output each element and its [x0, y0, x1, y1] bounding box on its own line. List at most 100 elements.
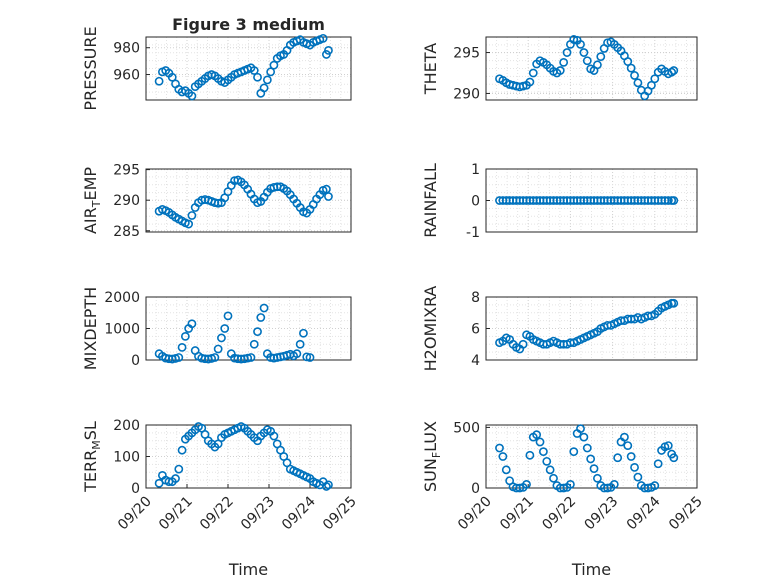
data-point	[305, 353, 315, 362]
data-point	[596, 52, 606, 62]
data-point	[217, 333, 226, 343]
data-point	[633, 78, 643, 88]
y-axis-label-mixdepth: MIXDEPTH	[81, 287, 100, 370]
data-point	[522, 479, 531, 489]
data-point	[525, 450, 535, 460]
data-point	[292, 349, 302, 359]
data-point	[582, 56, 592, 66]
data-point	[246, 353, 256, 362]
x-tick-label: 09/21	[497, 494, 537, 534]
data-point	[562, 48, 572, 57]
data-point	[623, 57, 633, 66]
y-axis-label-sunflux: SUNFLUX	[421, 421, 443, 492]
data-point	[630, 71, 639, 80]
data-point	[259, 303, 269, 313]
data-point	[177, 445, 187, 455]
y-axis-label-theta: THETA	[421, 43, 440, 95]
data-point	[626, 452, 636, 461]
data-point	[167, 72, 177, 82]
data-point	[542, 456, 552, 466]
axes-frame	[485, 168, 698, 233]
y-tick-label: 0	[131, 353, 140, 369]
data-point	[647, 80, 656, 90]
data-point	[259, 83, 269, 93]
y-tick-label: 980	[113, 41, 140, 57]
y-tick-label: 8	[471, 290, 480, 306]
data-point	[256, 313, 266, 322]
data-point	[620, 432, 629, 442]
y-axis-label-airtemp: AIRTEMP	[81, 167, 103, 234]
data-point	[559, 483, 569, 493]
y-axis-label-h2omixra: H2OMIXRA	[421, 286, 440, 372]
data-point	[663, 196, 673, 205]
data-point	[545, 465, 555, 475]
data-point	[528, 68, 538, 78]
data-point	[566, 479, 575, 489]
y-tick-label: 1000	[104, 322, 140, 338]
x-tick-label: 09/25	[666, 494, 706, 534]
data-point	[593, 60, 602, 70]
data-point	[603, 483, 612, 493]
data-point	[223, 311, 233, 321]
data-point	[269, 431, 279, 441]
axes-frame	[485, 36, 698, 101]
data-point	[589, 464, 599, 474]
data-point	[213, 344, 223, 354]
data-point	[174, 353, 184, 362]
data-point	[555, 66, 565, 75]
panel-rainfall: -1 0 1 RAINFALL	[421, 162, 698, 241]
data-point	[538, 447, 548, 457]
y-tick-label: 0	[471, 481, 480, 497]
y-tick-label: -1	[466, 225, 480, 241]
panel-theta: 290 295 THETA	[421, 35, 698, 102]
data-point	[586, 454, 596, 464]
axes-frame	[145, 36, 352, 101]
data-point	[184, 219, 194, 229]
data-point	[667, 67, 677, 77]
data-point	[579, 48, 589, 57]
x-axis-label: Time	[228, 560, 268, 579]
data-point	[663, 441, 673, 450]
x-tick-label: 09/20	[115, 494, 155, 534]
axes-frame	[485, 296, 698, 361]
panel-sunflux: 0 500 09/20 09/21 09/22 09/23 09/24 09/25 SUNFLU…	[421, 420, 706, 579]
chart-title: Figure 3 medium	[172, 15, 325, 34]
y-tick-label: 295	[453, 46, 480, 62]
data-point	[174, 464, 184, 474]
data-point	[253, 327, 262, 337]
axes-frame	[145, 424, 352, 489]
y-tick-label: 295	[113, 163, 140, 179]
data-point	[623, 441, 633, 450]
data-point	[498, 452, 508, 461]
y-tick-label: 0	[471, 194, 480, 210]
data-point	[495, 443, 504, 453]
y-tick-label: 200	[113, 418, 140, 434]
x-tick-label: 09/23	[238, 494, 278, 534]
y-tick-label: 100	[113, 450, 140, 466]
data-point	[321, 482, 331, 491]
panel-terrmsl: 0 100 200 09/20 09/21 09/22 09/23 09/24 09/25 TER…	[81, 418, 360, 579]
data-point	[559, 57, 569, 67]
data-point	[582, 443, 592, 453]
y-axis-label-terrmsl: TERRMSL	[81, 421, 103, 493]
data-point	[324, 192, 333, 201]
data-point	[593, 473, 602, 483]
data-point	[266, 67, 276, 77]
x-tick-label: 09/24	[624, 493, 664, 533]
y-tick-label: 1	[471, 162, 480, 178]
data-point	[180, 331, 190, 341]
data-point	[243, 353, 253, 363]
data-point	[669, 453, 679, 463]
axes-frame	[485, 424, 698, 489]
panel-pressure: 960 980 PRESSURE Figure 3 medium	[81, 15, 352, 111]
data-point	[210, 353, 220, 362]
data-point	[324, 480, 333, 490]
data-point	[669, 298, 679, 308]
panel-airtemp: 285 290 295 AIRTEMP	[81, 163, 352, 240]
data-point	[324, 46, 333, 55]
data-point	[576, 424, 585, 434]
x-tick-label: 09/23	[582, 494, 622, 534]
data-point	[295, 339, 305, 349]
